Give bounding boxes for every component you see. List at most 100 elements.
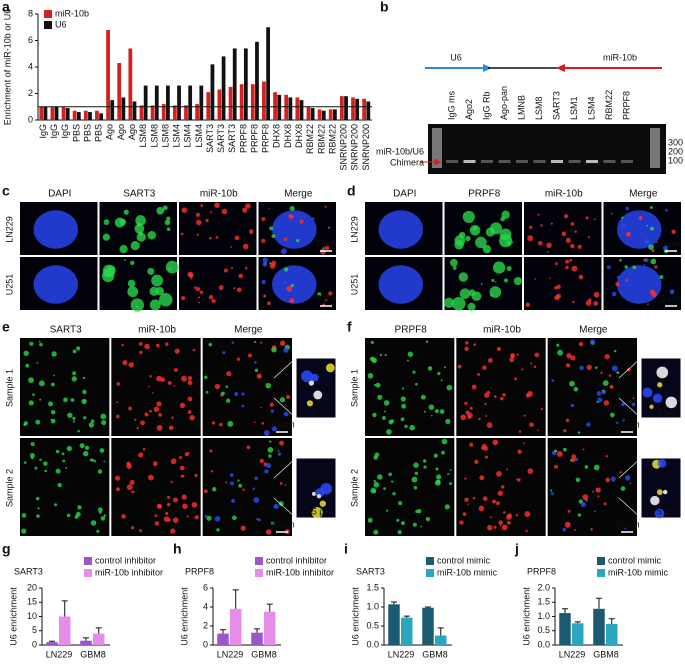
signal xyxy=(34,466,38,470)
signal xyxy=(82,376,86,380)
signal xyxy=(534,352,540,358)
signal xyxy=(502,393,506,397)
x-tick-label: PBS xyxy=(94,124,104,142)
error-bar xyxy=(95,627,102,634)
bar xyxy=(99,113,103,120)
signal xyxy=(29,341,34,346)
gel-band xyxy=(463,160,476,163)
signal xyxy=(84,445,90,451)
signal xyxy=(147,230,156,240)
signal xyxy=(35,419,41,425)
signal xyxy=(194,515,199,520)
signal xyxy=(497,490,504,496)
bar xyxy=(139,105,144,120)
lane-label: LSM8 xyxy=(534,96,544,120)
signal xyxy=(610,212,613,215)
bar xyxy=(59,616,71,645)
signal xyxy=(659,274,664,279)
band-label: miR-10b/U6 xyxy=(376,146,424,156)
signal xyxy=(373,455,378,460)
bar xyxy=(255,41,259,121)
signal xyxy=(530,362,533,365)
signal xyxy=(214,516,221,522)
signal xyxy=(102,270,115,283)
signal xyxy=(385,509,389,512)
panel-letter: g xyxy=(2,541,11,557)
signal xyxy=(603,502,607,506)
chart-title: SART3 xyxy=(356,566,385,576)
signal xyxy=(285,394,291,400)
signal xyxy=(486,524,493,531)
signal xyxy=(437,371,441,376)
signal xyxy=(215,235,219,239)
signal xyxy=(156,401,162,407)
signal xyxy=(43,461,48,466)
signal xyxy=(443,366,446,369)
x-tick-label: PRPF8 xyxy=(238,124,248,153)
lane-label: LMNB xyxy=(516,95,526,120)
signal xyxy=(540,408,544,411)
bar xyxy=(206,92,211,120)
signal xyxy=(269,440,272,443)
signal xyxy=(496,346,502,352)
micrograph xyxy=(20,438,110,536)
signal xyxy=(234,392,239,397)
signal xyxy=(212,487,217,492)
signal xyxy=(669,289,675,295)
signal xyxy=(565,363,571,368)
signal xyxy=(324,245,330,251)
signal xyxy=(602,380,609,387)
zoom-lines xyxy=(618,357,642,419)
signal xyxy=(244,266,248,270)
x-tick-label: IgG xyxy=(38,124,48,139)
signal xyxy=(624,475,631,481)
bar xyxy=(232,48,237,121)
zoom-lines xyxy=(273,357,297,419)
signal xyxy=(129,479,135,485)
signal xyxy=(206,515,212,521)
bar xyxy=(606,623,618,645)
signal xyxy=(311,217,315,220)
signal xyxy=(266,463,272,469)
error-bar xyxy=(424,606,431,608)
signal xyxy=(400,396,406,402)
gel-band xyxy=(568,160,581,163)
signal xyxy=(277,450,280,452)
bar xyxy=(150,105,155,120)
signal xyxy=(459,288,471,299)
signal xyxy=(209,236,212,240)
signal xyxy=(427,366,433,371)
legend-label: control inhibitor xyxy=(95,555,156,565)
bar xyxy=(121,97,126,120)
error-bar xyxy=(219,629,226,634)
signal xyxy=(594,366,598,369)
scale-label: 20 μm xyxy=(614,519,639,529)
scale-label: 5 μm xyxy=(312,506,332,516)
signal xyxy=(131,490,135,494)
signal xyxy=(434,479,441,486)
signal xyxy=(181,207,188,214)
signal xyxy=(264,469,269,474)
signal xyxy=(247,353,253,358)
signal xyxy=(648,244,654,251)
signal xyxy=(254,476,259,481)
signal xyxy=(195,286,201,292)
signal xyxy=(572,300,575,304)
x-tick-label: PBS xyxy=(71,124,81,142)
signal xyxy=(173,368,178,373)
signal xyxy=(205,390,209,394)
panel-letter: c xyxy=(2,183,10,199)
signal xyxy=(406,359,409,362)
signal xyxy=(529,225,533,230)
row-label: Sample 1 xyxy=(4,369,14,407)
signal xyxy=(311,491,317,496)
x-tick-label: DHX8 xyxy=(272,124,282,148)
lane-label: LSM1 xyxy=(569,96,579,120)
signal xyxy=(269,262,272,265)
signal xyxy=(617,497,619,499)
signal xyxy=(246,445,251,450)
signal xyxy=(404,424,408,428)
signal xyxy=(54,503,58,507)
bar xyxy=(388,604,400,645)
signal xyxy=(99,448,105,453)
